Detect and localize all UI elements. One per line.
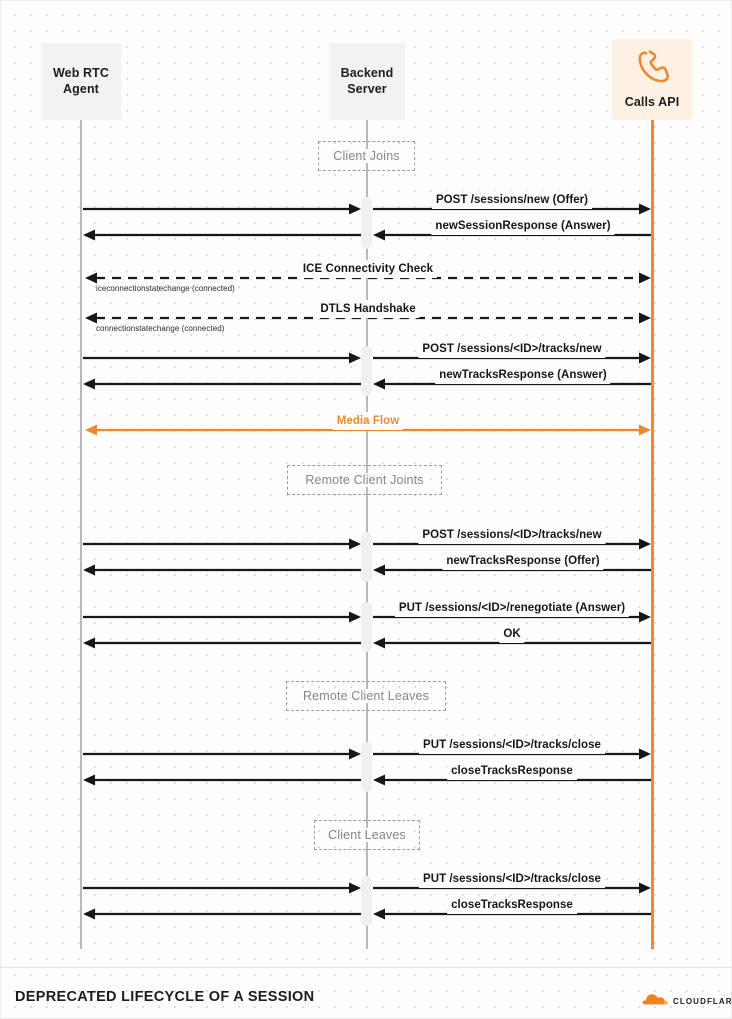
message-m2[interactable]: POST /sessions/new (Offer) — [373, 191, 651, 218]
message-m12[interactable] — [83, 535, 361, 553]
message-m24[interactable] — [83, 879, 361, 897]
activation-bar — [361, 602, 372, 652]
note-client-leaves[interactable]: Client Leaves — [314, 820, 420, 850]
message-m26[interactable] — [83, 905, 361, 923]
cloudflare-cloud-icon — [642, 992, 668, 1010]
message-label: POST /sessions/<ID>/tracks/new — [418, 526, 606, 544]
message-m25[interactable]: PUT /sessions/<ID>/tracks/close — [373, 870, 651, 897]
note-label: Client Leaves — [323, 828, 411, 842]
message-label: DTLS Handshake — [316, 300, 420, 318]
activation-bar — [361, 346, 372, 396]
message-label: newTracksResponse (Offer) — [442, 552, 604, 570]
message-label: newTracksResponse (Answer) — [435, 366, 611, 384]
message-m10[interactable]: newTracksResponse (Answer) — [373, 366, 651, 393]
note-remote-client-leaves[interactable]: Remote Client Leaves — [286, 681, 446, 711]
message-label: PUT /sessions/<ID>/tracks/close — [419, 870, 605, 888]
note-label: Remote Client Joints — [300, 473, 429, 487]
footer-divider — [1, 967, 731, 968]
lifeline-calls-api — [651, 119, 654, 949]
note-label: Client Joins — [328, 149, 405, 163]
message-m3[interactable] — [83, 226, 361, 244]
message-m8[interactable]: POST /sessions/<ID>/tracks/new — [373, 340, 651, 367]
message-m6[interactable]: DTLS Handshake — [85, 300, 651, 327]
message-sublabel: iceconnectionstatechange (connected) — [96, 284, 235, 293]
actor-label: Backend Server — [340, 65, 394, 96]
message-label: OK — [499, 625, 525, 643]
message-m13[interactable]: POST /sessions/<ID>/tracks/new — [373, 526, 651, 553]
message-m5[interactable]: ICE Connectivity Check — [85, 260, 651, 287]
message-label: POST /sessions/new (Offer) — [431, 191, 593, 209]
page-title: DEPRECATED LIFECYCLE OF A SESSION — [15, 989, 315, 1005]
message-sublabel: connectionstatechange (connected) — [96, 324, 225, 333]
actor-backend-server[interactable]: Backend Server — [329, 43, 405, 120]
message-m1[interactable] — [83, 200, 361, 218]
message-m20[interactable] — [83, 745, 361, 763]
message-m17[interactable]: PUT /sessions/<ID>/renegotiate (Answer) — [373, 599, 651, 626]
message-media-flow[interactable]: Media Flow — [85, 412, 651, 439]
phone-call-icon — [632, 48, 672, 91]
activation-bar — [361, 876, 372, 926]
message-m4[interactable]: newSessionResponse (Answer) — [373, 217, 651, 244]
message-m9[interactable] — [83, 375, 361, 393]
actor-calls-api[interactable]: Calls API — [612, 39, 692, 120]
message-label: PUT /sessions/<ID>/tracks/close — [419, 736, 605, 754]
message-m14[interactable] — [83, 561, 361, 579]
lifeline-webrtc-agent — [80, 119, 82, 949]
message-m18[interactable] — [83, 634, 361, 652]
message-label: Media Flow — [332, 412, 404, 430]
message-label: ICE Connectivity Check — [298, 260, 438, 278]
message-m27[interactable]: closeTracksResponse — [373, 896, 651, 923]
activation-bar — [361, 742, 372, 792]
message-m21[interactable]: PUT /sessions/<ID>/tracks/close — [373, 736, 651, 763]
message-m23[interactable]: closeTracksResponse — [373, 762, 651, 789]
message-label: closeTracksResponse — [447, 762, 577, 780]
message-label: PUT /sessions/<ID>/renegotiate (Answer) — [394, 599, 630, 617]
message-label: newSessionResponse (Answer) — [431, 217, 615, 235]
note-label: Remote Client Leaves — [298, 689, 434, 703]
cloudflare-wordmark: CLOUDFLARE — [673, 996, 732, 1006]
message-label: closeTracksResponse — [447, 896, 577, 914]
actor-label: Web RTC Agent — [52, 65, 110, 96]
note-remote-client-joints[interactable]: Remote Client Joints — [287, 465, 442, 495]
message-m19[interactable]: OK — [373, 625, 651, 652]
note-client-joins[interactable]: Client Joins — [318, 141, 415, 171]
message-m15[interactable]: newTracksResponse (Offer) — [373, 552, 651, 579]
activation-bar — [361, 532, 372, 582]
activation-bar — [361, 197, 372, 249]
cloudflare-logo: CLOUDFLARE — [642, 992, 732, 1010]
actor-web-rtc-agent[interactable]: Web RTC Agent — [41, 43, 121, 120]
message-m22[interactable] — [83, 771, 361, 789]
message-label: POST /sessions/<ID>/tracks/new — [418, 340, 606, 358]
message-m7[interactable] — [83, 349, 361, 367]
actor-label: Calls API — [624, 95, 680, 110]
message-m16[interactable] — [83, 608, 361, 626]
